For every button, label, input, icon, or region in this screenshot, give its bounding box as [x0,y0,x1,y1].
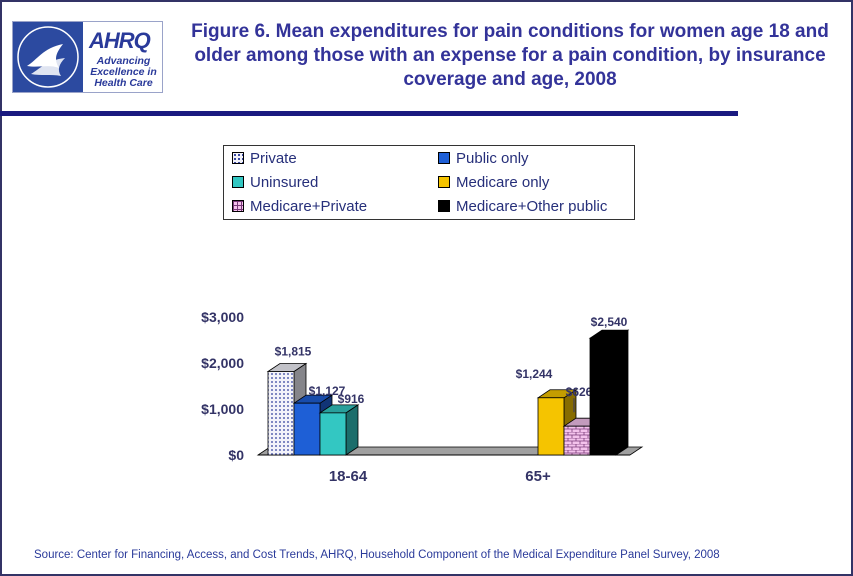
bar-medicare-other-public [589,337,617,456]
legend-item-public-only: Public only [438,148,529,168]
bar-private [267,371,295,456]
legend-swatch-medicare-other-public [438,200,450,212]
bar-uninsured [319,412,347,456]
data-label: $2,540 [591,315,628,329]
legend-swatch-private [232,152,244,164]
data-label: $1,127 [309,384,346,398]
legend-label: Medicare+Other public [456,197,608,215]
chart-legend: Private Public only Uninsured Medicare o… [223,145,635,220]
y-tick-label: $2,000 [201,355,244,371]
ahrq-wordmark: AHRQ [89,28,151,53]
bar-side-uninsured [345,404,359,456]
legend-item-uninsured: Uninsured [232,172,318,192]
y-tick-label: $1,000 [201,401,244,417]
bar-public-only [293,402,321,456]
figure-title: Figure 6. Mean expenditures for pain con… [191,21,829,90]
ahrq-logo: AHRQ Advancing Excellence in Health Care [12,21,163,93]
bar-side-medicare-other-public [615,329,629,456]
legend-label: Medicare only [456,173,550,191]
title-rule [0,111,738,116]
legend-swatch-medicare-only [438,176,450,188]
legend-label: Uninsured [250,173,319,191]
y-tick-label: $3,000 [201,309,244,325]
legend-item-private: Private [232,148,297,168]
legend-swatch-medicare-private [232,200,244,212]
bar-chart: $0 $1,000 $2,000 $3,000 $1,815 $1,127$916 $1,2… [201,309,644,485]
hhs-seal-icon [13,22,83,92]
legend-swatch-public-only [438,152,450,164]
legend-label: Public only [456,149,529,167]
legend-swatch-uninsured [232,176,244,188]
legend-label: Private [250,149,297,167]
data-label: $1,244 [516,367,553,381]
data-label: $626 [566,385,593,399]
legend-item-medicare-only: Medicare only [438,172,549,192]
ahrq-tagline: Advancing Excellence in Health Care [90,55,157,89]
bar-medicare-only [537,397,565,456]
legend-item-medicare-other-public: Medicare+Other public [438,196,607,216]
y-tick-label: $0 [228,447,244,463]
legend-item-medicare-private: Medicare+Private [232,196,367,216]
x-tick-label: 18-64 [329,468,368,485]
source-note: Source: Center for Financing, Access, an… [34,549,720,561]
data-label: $1,815 [275,345,312,359]
legend-label: Medicare+Private [250,197,368,215]
x-tick-label: 65+ [525,468,551,485]
data-label: $916 [338,392,365,406]
bar-medicare-private [563,425,591,456]
